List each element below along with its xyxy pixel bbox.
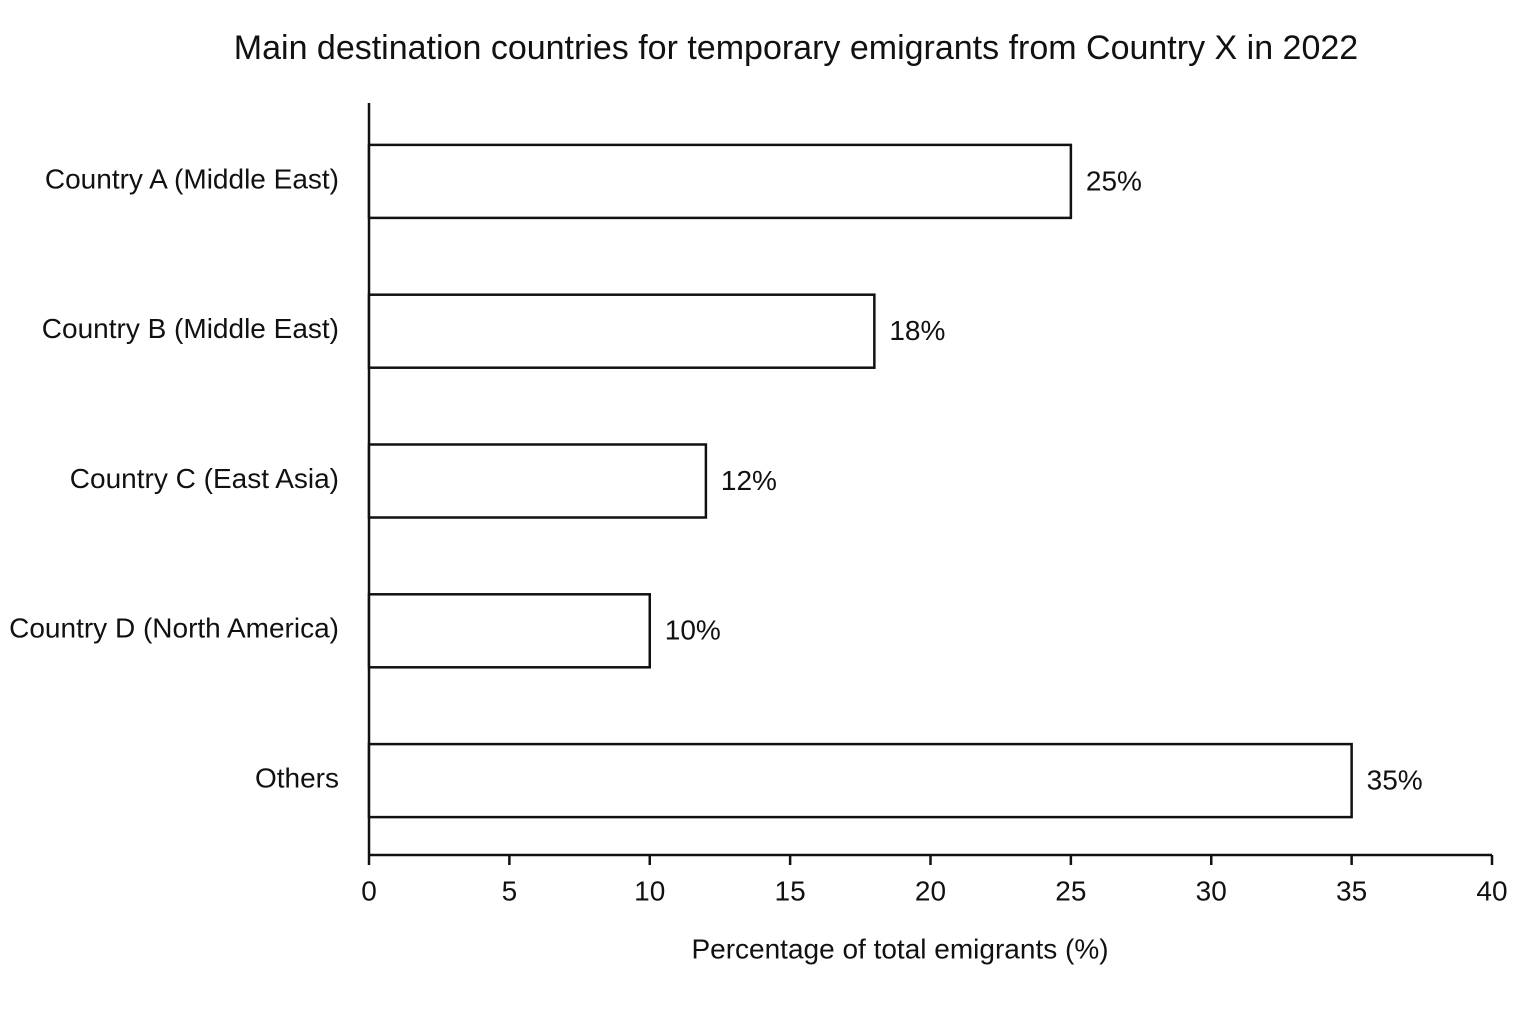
x-tick-label: 5 (502, 875, 518, 906)
x-tick-label: 0 (361, 875, 377, 906)
bar (367, 293, 876, 369)
value-label: 12% (721, 465, 777, 496)
y-tick-label: Country A (Middle East) (45, 163, 339, 194)
value-label: 25% (1086, 165, 1142, 196)
chart-title: Main destination countries for temporary… (234, 29, 1358, 67)
bar (367, 742, 1353, 819)
x-tick-label: 40 (1476, 875, 1507, 906)
value-label: 35% (1367, 764, 1423, 795)
x-axis-label: Percentage of total emigrants (%) (691, 933, 1108, 964)
bar (367, 443, 708, 519)
x-tick-label: 35 (1336, 875, 1367, 906)
x-tick-label: 20 (915, 875, 946, 906)
value-label: 10% (665, 615, 721, 646)
y-tick-label: Country C (East Asia) (70, 463, 339, 494)
y-tick-label: Country D (North America) (9, 613, 339, 644)
x-tick-label: 15 (775, 875, 806, 906)
x-tick-label: 10 (634, 875, 665, 906)
value-label: 18% (889, 315, 945, 346)
y-tick-label: Country B (Middle East) (42, 313, 339, 344)
x-tick-label: 30 (1196, 875, 1227, 906)
bar (367, 593, 651, 669)
bar (367, 143, 1073, 220)
y-tick-label: Others (255, 762, 339, 793)
x-tick-label: 25 (1055, 875, 1086, 906)
